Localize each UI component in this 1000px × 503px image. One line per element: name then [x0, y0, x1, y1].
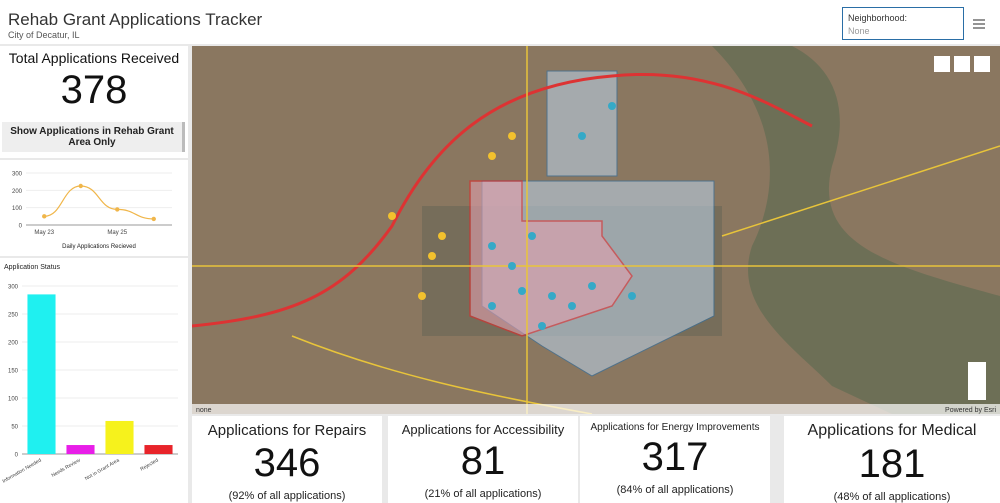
zoom-buttons[interactable] [968, 362, 986, 400]
y-tick-label: 0 [15, 453, 19, 459]
card-note: (21% of all applications) [424, 488, 542, 500]
filter-label: Neighborhood: [848, 13, 908, 23]
status-chart: 0 50 100 150 200 250 300 Application Status Info… [1, 264, 178, 485]
total-panel: Total Applications Received 378 Show App… [0, 46, 188, 158]
neighborhood-select[interactable]: Neighborhood: None [842, 7, 964, 40]
attribution-bar [192, 404, 1000, 414]
x-tick-label: May 23 [34, 230, 54, 236]
point [78, 183, 83, 189]
status-panel: 0 50 100 150 200 250 300 Application Status Info… [0, 258, 188, 503]
card-note: (48% of all applications) [833, 491, 951, 503]
y-tick-label: 0 [19, 224, 23, 230]
point [115, 207, 120, 212]
total-title: Total Applications Received [8, 50, 180, 66]
total-value: 378 [60, 68, 128, 112]
y-tick-label: 100 [12, 206, 23, 212]
map: none Powered by Esri [192, 46, 1000, 414]
kpi-card: Applications for Accessibility 81 (21% of … [388, 416, 578, 503]
layers-button[interactable] [974, 56, 990, 72]
kpi-card: Applications for Energy Improvements 317 (… [580, 416, 770, 503]
y-tick-label: 300 [8, 285, 19, 291]
highway [192, 73, 813, 328]
card-note: (84% of all applications) [616, 484, 734, 496]
card-title: Applications for Energy Improvements [590, 422, 760, 433]
daily-panel: 0 100 200 300 Daily Applications Recieved May… [0, 160, 188, 256]
bar [27, 294, 56, 454]
card-title: Applications for Medical [807, 422, 977, 439]
y-tick-label: 50 [11, 425, 18, 431]
kpi-card: Applications for Medical 181 (48% of all a… [784, 416, 1000, 503]
application-points [488, 102, 636, 330]
x-tick-label: Needs Review [51, 457, 82, 479]
x-tick-label: Rejected [139, 457, 159, 472]
chart-title: Daily Applications Recieved [62, 244, 136, 250]
warning-points [388, 132, 516, 300]
home-button[interactable] [954, 56, 970, 72]
kpi-card: Applications for Repairs 346 (92% of all a… [192, 416, 382, 503]
card-value: 346 [253, 441, 321, 485]
card-value: 317 [641, 435, 709, 479]
x-tick-label: May 25 [107, 230, 127, 236]
y-tick-label: 150 [8, 369, 19, 375]
map-canvas: none Powered by Esri [192, 46, 1000, 414]
bar [144, 445, 173, 454]
grant-area [469, 180, 633, 337]
card-value: 81 [460, 439, 506, 483]
y-tick-label: 200 [8, 341, 19, 347]
card-note: (92% of all applications) [228, 490, 346, 502]
x-tick-label: Not in Grant Area [84, 457, 121, 482]
river [712, 46, 1000, 414]
search-button[interactable] [934, 56, 950, 72]
x-tick-label: Information Needed [1, 457, 42, 484]
header: Rehab Grant Applications Tracker City of… [0, 0, 1000, 44]
bar [105, 420, 134, 454]
menu-icon[interactable] [972, 18, 986, 30]
card-title: Applications for Accessibility [401, 422, 565, 437]
y-tick-label: 100 [8, 397, 19, 403]
point [151, 216, 156, 222]
point [42, 214, 47, 219]
y-tick-label: 250 [8, 313, 19, 319]
card-title: Applications for Repairs [207, 422, 367, 439]
filter-value: None [848, 26, 870, 36]
map-label: none [196, 407, 212, 414]
app-subtitle: City of Decatur, IL [8, 30, 80, 40]
line [44, 185, 154, 220]
y-tick-label: 200 [12, 189, 23, 195]
y-tick-label: 300 [12, 172, 23, 178]
filter-button[interactable]: Show Applications in Rehab Grant Area On… [2, 122, 185, 152]
card-value: 181 [858, 442, 926, 486]
attribution: Powered by Esri [945, 407, 996, 414]
zone [546, 70, 618, 177]
chart-title: Application Status [4, 264, 61, 271]
bar [66, 445, 95, 454]
app-title: Rehab Grant Applications Tracker [8, 10, 263, 29]
daily-chart: 0 100 200 300 Daily Applications Recieved May… [12, 172, 172, 250]
road [192, 46, 1000, 414]
